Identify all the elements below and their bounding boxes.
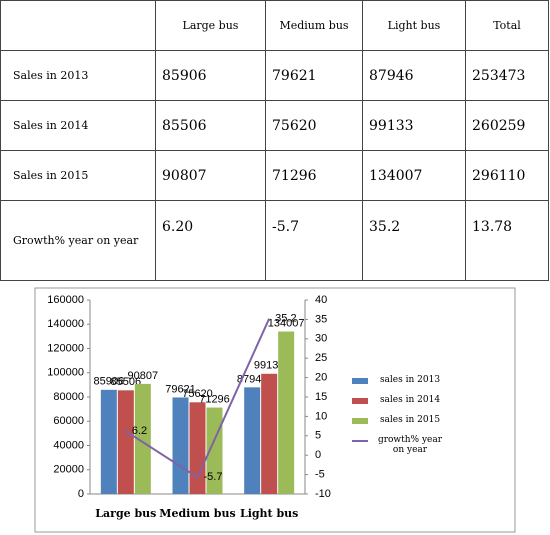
legend-entry: sales in 2015 [352,415,452,425]
y-tick-label: 80000 [53,391,84,403]
table-row: Growth% year on year 6.20 -5.7 35.2 13.78 [0,200,549,281]
x-tick-label: Large bus [95,507,156,520]
table-cell: 253473 [465,50,549,101]
y2-tick-label: 5 [315,430,321,442]
y-tick-label: 100000 [47,367,84,379]
y2-tick-label: 40 [315,294,327,306]
column-header: Total [465,0,549,51]
data-label: 85906 [94,376,125,388]
table-cell: 85906 [155,50,266,101]
y-tick-label: 20000 [53,464,84,476]
y-tick-label: 60000 [53,415,84,427]
table-cell: -5.7 [265,200,363,281]
y-tick-label: 160000 [47,294,84,306]
table-row: Sales in 2014 85506 75620 99133 260259 [0,100,549,151]
line-label: -5.7 [204,471,223,483]
line-label: 6.2 [132,425,147,437]
x-tick-label: Medium bus [159,507,235,520]
table-row: Sales in 2015 90807 71296 134007 296110 [0,150,549,201]
bar [172,397,189,494]
table-cell: 35.2 [362,200,466,281]
chart: 0 20000 40000 60000 80000 100000 120000 140000 1… [34,287,516,533]
y2-tick-label: 35 [315,313,327,325]
column-header: Light bus [362,0,466,51]
data-label: 75620 [182,388,213,400]
table-cell: 99133 [362,100,466,151]
bar [100,389,117,494]
table-cell: 79621 [265,50,363,101]
bar [189,402,206,494]
legend-label: sales in 2015 [379,415,441,425]
table-cell: 75620 [265,100,363,151]
table-cell: 134007 [362,150,466,201]
legend-entry: sales in 2014 [352,395,452,405]
data-label: 99133 [254,360,285,372]
bar [278,331,295,494]
column-header: Medium bus [265,0,363,51]
bar [117,390,134,494]
legend-label: sales in 2014 [379,395,441,405]
y2-tick-label: 20 [315,372,327,384]
bar [134,383,151,494]
y2-tick-label: 10 [315,410,327,422]
y2-tick-label: -10 [315,488,331,500]
table-cell: 296110 [465,150,549,201]
row-label: Sales in 2013 [0,50,156,101]
row-label: Growth% year on year [0,200,156,281]
y-tick-label: 140000 [47,318,84,330]
x-tick-label: Light bus [240,507,298,520]
legend-swatch [352,418,368,424]
data-label: 85506 [111,376,142,388]
table-cell: 85506 [155,100,266,151]
column-header: Large bus [155,0,266,51]
growth-line [125,318,271,479]
table-cell: 87946 [362,50,466,101]
line-label: 35.2 [275,313,296,325]
row-label: Sales in 2015 [0,150,156,201]
legend-entry: growth% year on year [352,435,452,455]
data-label: 87946 [237,373,268,385]
table-cell: 71296 [265,150,363,201]
y2-tick-label: 25 [315,352,327,364]
table-cell: 13.78 [465,200,549,281]
data-label: 71296 [199,393,230,405]
y2-tick-label: -5 [315,469,325,481]
legend-swatch [352,440,368,442]
corner-cell [0,0,156,51]
data-label: 90807 [128,370,159,382]
y2-tick-label: 15 [315,391,327,403]
bar [261,373,278,494]
legend-entry: sales in 2013 [352,375,452,385]
legend-swatch [352,378,368,384]
y-tick-label: 120000 [47,342,84,354]
legend-label: sales in 2013 [379,375,441,385]
header-row: Large bus Medium bus Light bus Total [0,0,549,51]
sales-table: Large bus Medium bus Light bus Total Sal… [0,0,549,281]
legend-label: growth% year on year [377,435,443,455]
row-label: Sales in 2014 [0,100,156,151]
y-tick-label: 40000 [53,439,84,451]
table-cell: 90807 [155,150,266,201]
table-cell: 6.20 [155,200,266,281]
y2-tick-label: 0 [315,449,321,461]
y2-tick-label: 30 [315,333,327,345]
data-label: 134007 [268,317,305,329]
table-cell: 260259 [465,100,549,151]
table-row: Sales in 2013 85906 79621 87946 253473 [0,50,549,101]
legend-swatch [352,398,368,404]
y-tick-label: 0 [78,488,84,500]
data-label: 79621 [165,383,196,395]
bar [244,387,261,494]
